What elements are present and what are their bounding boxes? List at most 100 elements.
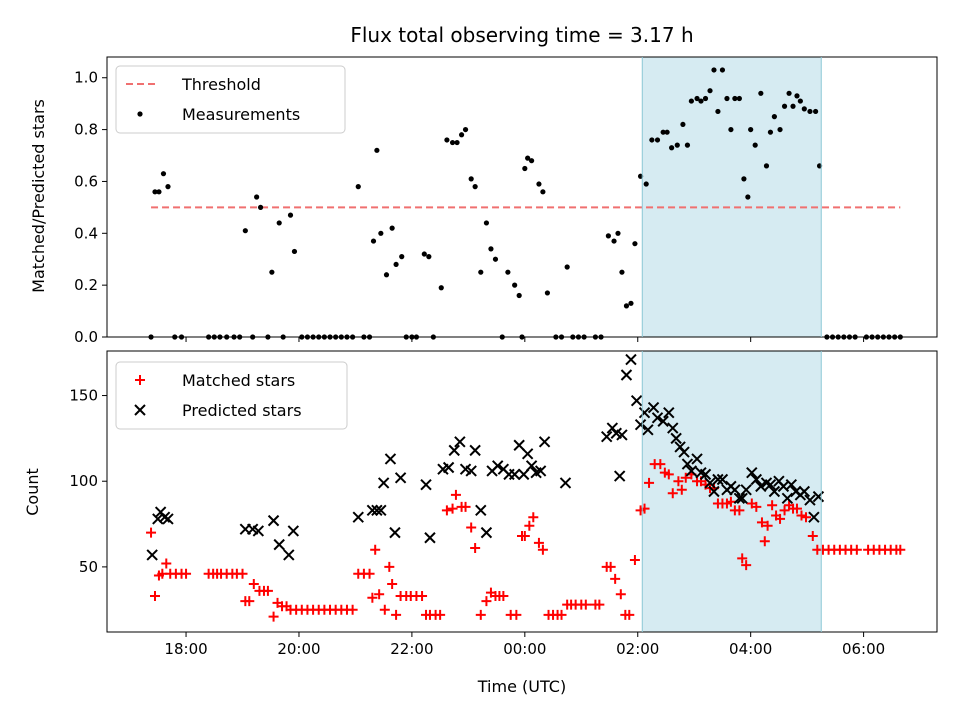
count-panel: 50 100 150 18:00 20:00 22:00 00:00 02:00 04:00 06…	[23, 350, 938, 658]
matched-star-point	[762, 520, 773, 531]
predicted-star-point	[465, 465, 477, 477]
predicted-star-point	[651, 412, 664, 424]
matched-star-point	[450, 489, 461, 500]
predicted-star-point	[454, 436, 466, 448]
matched-star-point	[460, 501, 471, 512]
matched-star-point	[367, 592, 378, 603]
predicted-star-point	[366, 504, 379, 517]
measurement-point	[745, 194, 751, 200]
ratio-axes: 0.0 0.2 0.4 0.6 0.8 1.0	[74, 69, 865, 346]
matched-star-point	[775, 513, 786, 524]
matched-star-point	[639, 503, 650, 514]
measurement-point	[674, 142, 680, 148]
y-tick-label: 100	[69, 472, 98, 490]
measurement-point	[649, 137, 655, 143]
measurement-point	[152, 189, 158, 195]
measurement-point	[444, 137, 450, 143]
matched-star-point	[391, 609, 402, 620]
matched-star-point	[663, 469, 674, 480]
predicted-star-point	[492, 460, 504, 472]
matched-star-point	[737, 553, 748, 564]
predicted-star-point	[377, 477, 390, 489]
measurement-point	[512, 282, 518, 288]
predicted-star-point	[685, 465, 698, 477]
measurement-point	[516, 292, 522, 299]
measurement-point	[698, 98, 704, 104]
ratio-plot-frame	[106, 56, 938, 338]
measurement-point	[242, 228, 248, 234]
matched-star-point	[481, 596, 492, 607]
measurement-point	[287, 212, 294, 218]
matched-star-point	[149, 591, 160, 602]
predicted-star-point	[704, 477, 716, 489]
predicted-star-point	[663, 406, 675, 419]
matched-star-point	[741, 560, 752, 571]
measurement-point	[370, 238, 377, 244]
measurement-point	[786, 90, 792, 96]
predicted-star-point	[146, 549, 158, 561]
predicted-star-point	[712, 473, 724, 486]
legend-threshold-label: Threshold	[181, 75, 261, 94]
predicted-star-point	[620, 369, 633, 381]
highlight-band-top	[642, 57, 822, 337]
predicted-star-point	[678, 446, 690, 458]
matched-star-point	[524, 520, 535, 531]
predicted-star-point	[600, 430, 613, 443]
measurement-point	[694, 95, 700, 102]
ratio-legend: Threshold Measurements	[115, 65, 346, 134]
x-tick-label: 02:00	[616, 640, 659, 658]
predicted-star-point	[613, 470, 626, 482]
predicted-star-point	[798, 485, 811, 498]
x-axis-label: Time (UTC)	[477, 677, 566, 696]
predicted-star-point	[513, 439, 525, 451]
measurement-point	[794, 93, 800, 99]
measurement-point	[528, 158, 535, 164]
matched-star-point	[146, 527, 157, 538]
measurement-point	[449, 139, 456, 146]
predicted-star-point	[384, 453, 397, 465]
predicted-star-point	[630, 394, 643, 407]
measurement-point	[492, 256, 499, 262]
matched-star-point	[624, 609, 635, 620]
x-tick-label: 18:00	[164, 640, 207, 658]
predicted-star-point	[273, 538, 285, 551]
matched-star-point	[370, 544, 381, 555]
legend-measurements-swatch	[137, 111, 143, 117]
ratio-y-axis-label: Matched/Predicted stars	[29, 99, 48, 293]
measurement-point	[711, 67, 717, 73]
predicted-star-point	[634, 418, 647, 431]
measurement-point	[257, 204, 264, 210]
x-tick-label: 20:00	[277, 640, 320, 658]
matched-star-point	[384, 561, 395, 572]
predicted-star-point	[716, 473, 729, 486]
measurement-point	[707, 88, 713, 94]
measurement-point	[736, 95, 742, 102]
matched-star-point	[680, 472, 691, 483]
matched-star-point	[676, 484, 687, 495]
measurement-point	[632, 241, 638, 247]
legend-matched-swatch	[135, 375, 145, 385]
predicted-star-point	[616, 429, 628, 441]
predicted-star-point	[389, 526, 401, 539]
count-y-axis-label: Count	[23, 468, 42, 516]
chart-title: Flux total observing time = 3.17 h	[350, 23, 693, 47]
predicted-star-point	[480, 526, 493, 539]
matched-star-point	[791, 503, 802, 514]
matched-star-point	[533, 537, 544, 548]
measurement-point	[540, 189, 546, 195]
measurement-point	[254, 194, 260, 200]
matched-star-point	[615, 589, 626, 600]
y-tick-label: 0.0	[74, 328, 98, 346]
matched-star-point	[374, 589, 385, 600]
matched-star-point	[244, 596, 255, 607]
measurement-point	[654, 137, 661, 143]
matched-star-point	[725, 496, 736, 507]
predicted-star-point	[152, 513, 164, 525]
measurement-point	[643, 181, 649, 187]
measurement-point	[669, 145, 675, 151]
matched-star-point	[181, 568, 192, 579]
measurement-point	[458, 132, 465, 138]
matched-star-point	[347, 604, 358, 615]
predicted-star-point	[691, 453, 703, 465]
predicted-star-point	[162, 513, 174, 525]
